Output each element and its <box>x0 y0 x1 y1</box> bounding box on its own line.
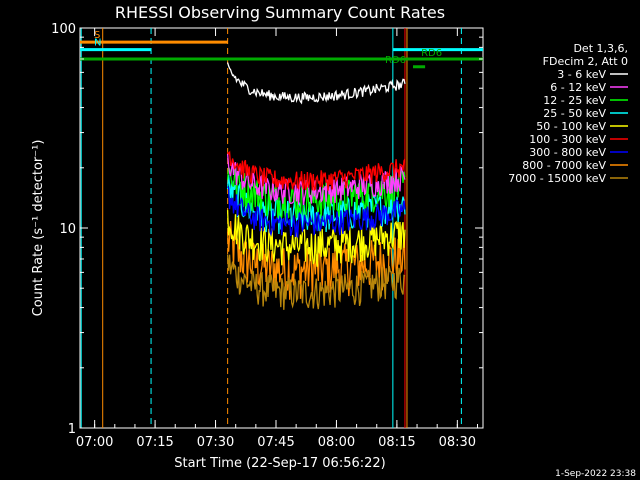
x-tick-label: 07:45 <box>257 435 294 450</box>
flag-label: S <box>94 30 100 41</box>
series-line <box>227 150 406 192</box>
x-tick-label: 08:00 <box>318 435 355 450</box>
y-tick-label: 1 <box>68 422 76 437</box>
legend-entry-label: 7000 - 15000 keV <box>508 172 606 185</box>
footer-date: 1-Sep-2022 23:38 <box>555 469 636 479</box>
legend-entry-label: 6 - 12 keV <box>550 81 606 94</box>
legend-header: FDecim 2, Att 0 <box>543 55 628 68</box>
flag-bars: SN RD6 RD6 <box>80 30 483 69</box>
series-line <box>226 254 406 310</box>
time-marker-lines <box>80 28 462 428</box>
y-tick-label: 10 <box>59 222 76 237</box>
x-tick-label: 07:15 <box>136 435 173 450</box>
x-axis: 07:00 07:15 07:30 07:45 08:00 08:15 08:30 <box>76 28 478 450</box>
legend-entry-label: 50 - 100 keV <box>536 120 606 133</box>
series-traces <box>226 62 406 310</box>
flag-label: RD6 <box>421 48 442 59</box>
series-line <box>226 210 406 267</box>
legend-entry-label: 3 - 6 keV <box>557 68 606 81</box>
series-line <box>226 62 406 105</box>
series-line <box>226 175 406 235</box>
chart-title: RHESSI Observing Summary Count Rates <box>115 3 445 22</box>
x-tick-label: 07:30 <box>197 435 234 450</box>
series-line <box>227 186 406 238</box>
legend-header: Det 1,3,6, <box>573 42 628 55</box>
y-axis: 1 10 100 <box>51 22 483 437</box>
y-axis-label: Count Rate (s⁻¹ detector⁻¹) <box>31 140 46 317</box>
series-line <box>226 153 406 206</box>
legend-entry-label: 25 - 50 keV <box>543 107 606 120</box>
legend-entry-label: 12 - 25 keV <box>543 94 606 107</box>
legend-entry-label: 300 - 800 keV <box>529 146 606 159</box>
flag-label: N <box>94 38 101 49</box>
y-tick-label: 100 <box>51 22 76 37</box>
x-tick-label: 08:15 <box>378 435 415 450</box>
x-tick-label: 08:30 <box>439 435 476 450</box>
x-tick-label: 07:00 <box>76 435 113 450</box>
x-axis-label: Start Time (22-Sep-17 06:56:22) <box>174 456 385 471</box>
legend-entry-label: 100 - 300 keV <box>529 133 606 146</box>
legend-entry-label: 800 - 7000 keV <box>522 159 606 172</box>
flag-label: RD6 <box>385 55 406 66</box>
